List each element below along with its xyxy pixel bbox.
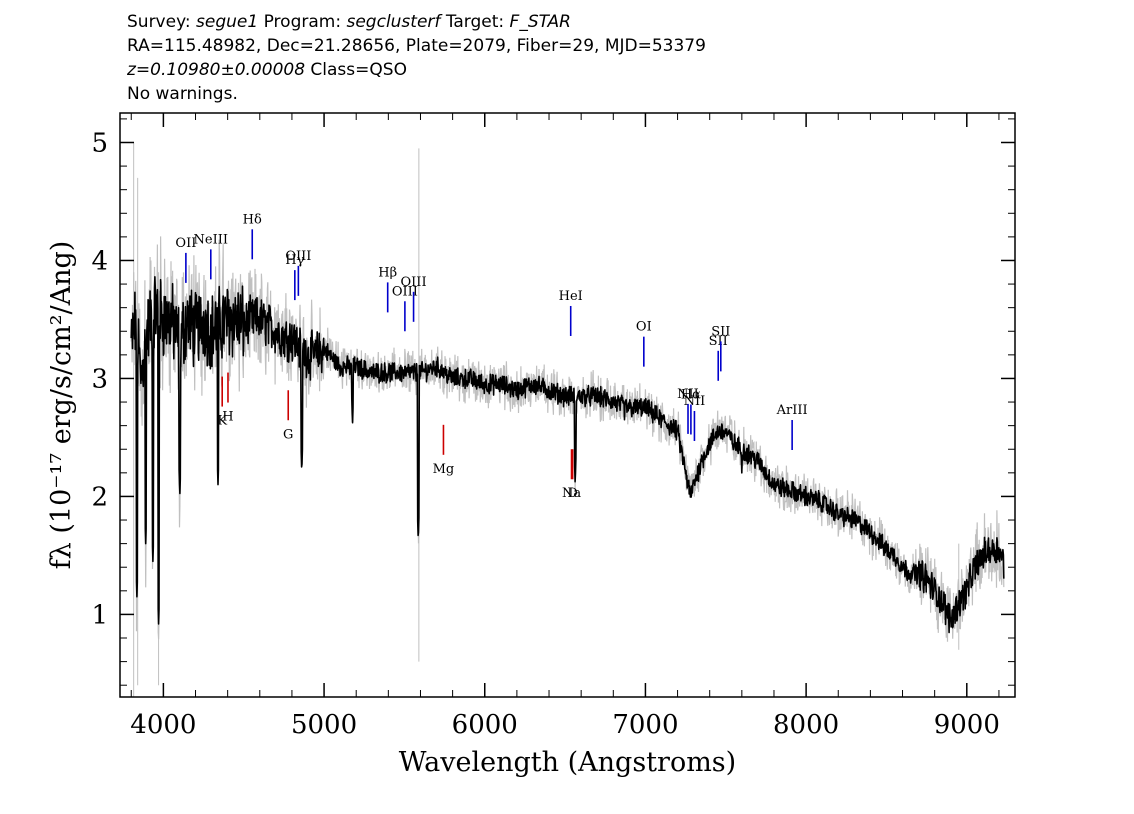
y-tick-label: 1	[91, 600, 108, 630]
emission-line-label: HeI	[559, 289, 583, 304]
survey-value: segue1	[196, 12, 259, 32]
x-tick-label: 5000	[291, 710, 357, 740]
emission-line-label: Hγ	[285, 253, 304, 268]
absorption-line-label: G	[283, 427, 293, 442]
y-tick-label: 5	[91, 128, 108, 158]
absorption-line-label: H	[222, 410, 233, 425]
x-tick-label: 8000	[773, 710, 839, 740]
flux-spectrum	[130, 276, 1005, 634]
emission-line-label: NeIII	[194, 232, 228, 247]
emission-line-label: OII	[175, 236, 196, 251]
absorption-line-label: Mg	[433, 462, 455, 477]
emission-line-label: NII	[677, 387, 699, 402]
emission-line-label: OIII	[392, 284, 418, 299]
y-axis-title: fλ (10⁻¹⁷ erg/s/cm²/Ang)	[46, 241, 77, 570]
y-tick-label: 2	[91, 482, 108, 512]
header-line-3: z=0.10980±0.00008 Class=QSO	[127, 58, 706, 82]
warnings-text: No warnings.	[127, 84, 238, 104]
program-label: Program:	[263, 12, 342, 32]
absorption-line-label: Na	[562, 486, 581, 501]
spectrum-layer	[130, 276, 1005, 634]
target-value: F_STAR	[509, 12, 571, 32]
header-line-1: Survey: segue1 Program: segclusterf Targ…	[127, 10, 706, 34]
absorption-line-label: K	[217, 414, 227, 429]
absorption-line-label: D	[567, 486, 577, 501]
spectral-lines-layer: OIINeIIIHδHγOIIIHβOIIIOIIIHeIOINIIHαNIIS…	[175, 212, 807, 501]
x-tick-label: 4000	[130, 710, 196, 740]
x-tick-label: 6000	[452, 710, 518, 740]
plot-frame	[119, 112, 1016, 698]
program-value: segclusterf	[346, 12, 441, 32]
y-tick-label: 4	[91, 246, 108, 276]
axis-ticks-layer: 4000 5000 6000 7000 8000 9000 1 2 3 4 5	[91, 113, 1015, 740]
header-line-2: RA=115.48982, Dec=21.28656, Plate=2079, …	[127, 36, 706, 56]
redshift-value: z=0.10980±0.00008	[127, 60, 306, 80]
emission-line-label: ArIII	[776, 403, 808, 418]
emission-line-label: OIII	[285, 249, 311, 264]
x-axis-title: Wavelength (Angstroms)	[399, 747, 736, 778]
target-label: Target:	[445, 12, 505, 32]
emission-line-label: Hβ	[378, 265, 397, 280]
emission-line-label: OI	[636, 320, 652, 335]
class-value: Class=QSO	[310, 60, 407, 80]
emission-line-label: OIII	[401, 275, 427, 290]
x-tick-label: 9000	[934, 710, 1000, 740]
y-tick-label: 3	[91, 364, 108, 394]
emission-line-label: NII	[684, 394, 706, 409]
error-band-layer	[130, 142, 1005, 697]
spectrum-header: Survey: segue1 Program: segclusterf Targ…	[127, 10, 706, 106]
survey-label: Survey:	[127, 12, 191, 32]
x-tick-label: 7000	[612, 710, 678, 740]
emission-line-label: Hδ	[243, 212, 262, 227]
emission-line-label: Hα	[681, 387, 701, 402]
emission-line-label: SII	[709, 334, 728, 349]
emission-line-label: SII	[711, 324, 730, 339]
